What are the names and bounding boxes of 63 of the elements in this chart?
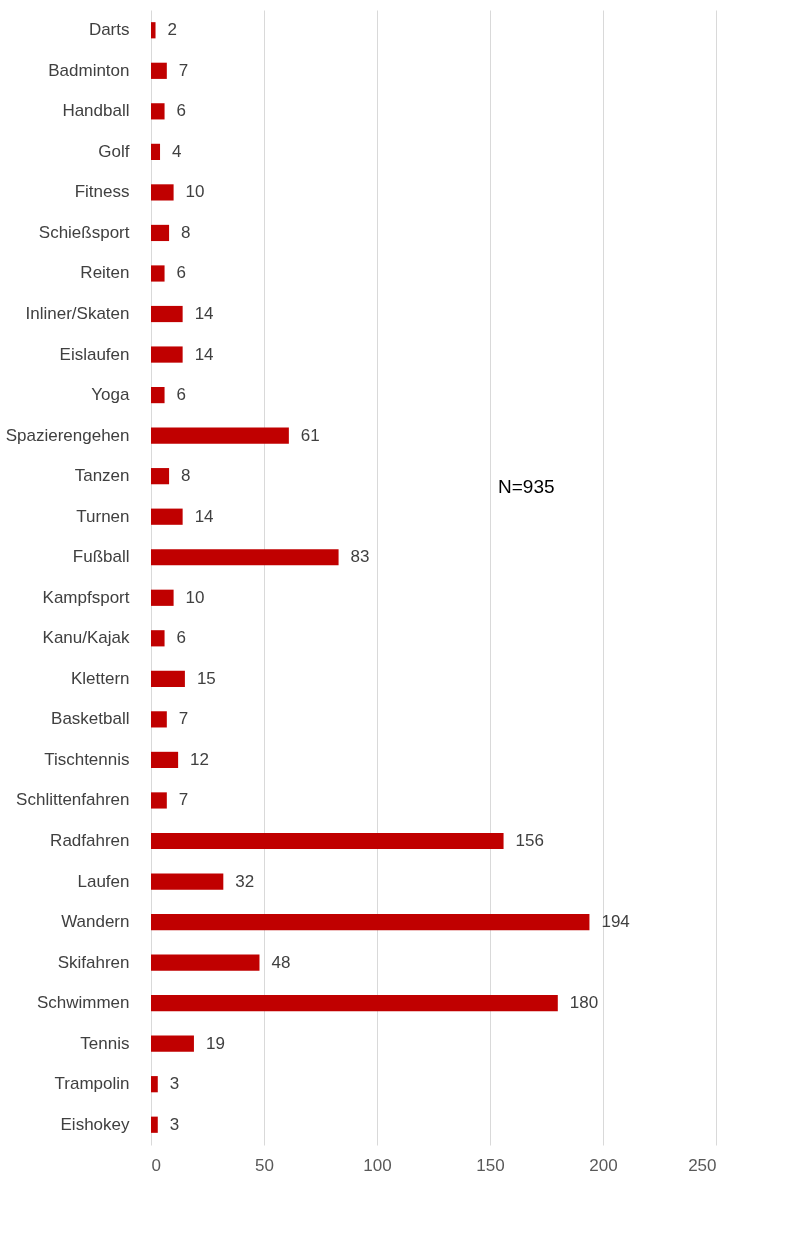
data-label: 7: [178, 790, 189, 810]
y-tick-label: Schießsport: [38, 222, 130, 242]
data-label: 8: [181, 222, 191, 242]
y-tick-label: Laufen: [77, 871, 130, 891]
y-tick-label: Fußball: [72, 547, 130, 567]
data-label: 14: [194, 304, 214, 324]
data-label: 6: [176, 385, 187, 405]
annotation: N=935: [498, 476, 555, 497]
y-tick-label: Wandern: [61, 912, 130, 932]
y-tick-label: Badminton: [48, 60, 130, 80]
y-tick-label: Tischtennis: [44, 749, 130, 769]
y-tick-label: Basketball: [51, 709, 130, 729]
data-label: 4: [172, 141, 182, 161]
data-label: 6: [176, 628, 187, 648]
data-label: 12: [190, 749, 210, 769]
data-label: 61: [300, 425, 320, 445]
y-tick-label: Tanzen: [74, 466, 130, 486]
y-tick-label: Klettern: [70, 668, 130, 688]
x-tick-label: 200: [589, 1155, 618, 1175]
data-label: 194: [601, 912, 630, 932]
data-label: 6: [176, 101, 187, 121]
y-tick-label: Eislaufen: [59, 344, 130, 364]
y-tick-label: Spazierengehen: [5, 425, 130, 445]
y-tick-label: Darts: [88, 20, 130, 40]
data-label: 10: [185, 182, 205, 202]
y-tick-label: Handball: [62, 101, 130, 121]
data-label: 8: [181, 466, 191, 486]
y-tick-label: Kanu/Kajak: [42, 628, 130, 648]
y-tick-label: Schlittenfahren: [16, 790, 130, 810]
data-label: 7: [178, 709, 189, 729]
x-tick-label: 150: [476, 1155, 505, 1175]
y-tick-label: Tennis: [80, 1033, 130, 1053]
x-tick-label: 100: [363, 1155, 392, 1175]
y-tick-label: Fitness: [74, 182, 130, 202]
data-label: 180: [569, 993, 599, 1013]
x-tick-label: 250: [688, 1155, 717, 1175]
data-label: 15: [196, 668, 216, 688]
y-tick-label: Turnen: [76, 506, 130, 526]
data-label: 156: [515, 830, 544, 850]
data-label: 14: [194, 506, 214, 526]
data-label: 10: [185, 587, 205, 607]
data-label: 7: [178, 60, 189, 80]
y-tick-label: Yoga: [91, 385, 131, 405]
data-label: 6: [176, 263, 187, 283]
y-tick-label: Trampolin: [54, 1074, 130, 1094]
y-tick-label: Golf: [98, 141, 130, 161]
y-tick-label: Radfahren: [50, 830, 130, 850]
y-tick-label: Schwimmen: [36, 993, 130, 1013]
data-label: 48: [271, 952, 291, 972]
data-label: 19: [205, 1033, 225, 1053]
x-tick-label: 0: [151, 1155, 161, 1175]
x-tick-label: 50: [255, 1155, 274, 1175]
y-tick-label: Reiten: [80, 263, 130, 283]
data-label: 2: [167, 20, 177, 40]
data-label: 14: [194, 344, 214, 364]
data-label: 3: [169, 1074, 180, 1094]
y-tick-label: Inliner/Skaten: [25, 304, 130, 324]
data-label: 32: [235, 871, 255, 891]
data-label: 3: [169, 1114, 180, 1134]
y-tick-label: Skifahren: [57, 952, 130, 972]
data-label: 83: [350, 547, 370, 567]
y-tick-label: Kampfsport: [42, 587, 130, 607]
y-tick-label: Eishokey: [60, 1114, 130, 1134]
